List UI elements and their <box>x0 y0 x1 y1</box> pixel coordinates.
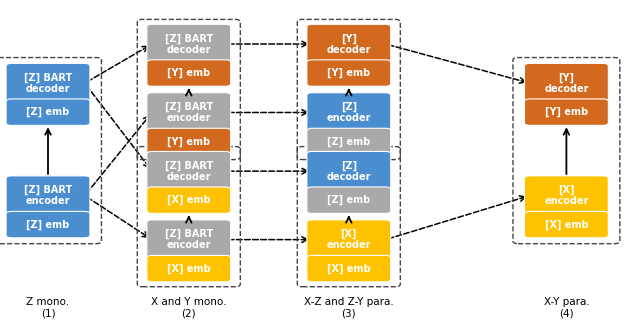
FancyBboxPatch shape <box>307 151 390 191</box>
Text: [X] emb: [X] emb <box>327 263 371 274</box>
Text: [Z] BART
decoder: [Z] BART decoder <box>24 72 72 94</box>
FancyBboxPatch shape <box>525 99 609 125</box>
Text: [Z] emb: [Z] emb <box>26 219 70 230</box>
Text: [Y] emb: [Y] emb <box>327 68 371 78</box>
Text: [Z]
decoder: [Z] decoder <box>326 160 371 182</box>
Text: Z mono.
(1): Z mono. (1) <box>26 297 70 319</box>
FancyBboxPatch shape <box>6 99 90 125</box>
FancyBboxPatch shape <box>147 151 231 191</box>
Text: [Z] BART
encoder: [Z] BART encoder <box>164 229 213 250</box>
Text: [X]
encoder: [X] encoder <box>544 185 589 206</box>
Text: [Y] emb: [Y] emb <box>167 68 211 78</box>
FancyBboxPatch shape <box>525 63 609 103</box>
FancyBboxPatch shape <box>147 256 231 282</box>
Text: [X]
encoder: [X] encoder <box>326 229 371 250</box>
FancyBboxPatch shape <box>147 24 231 64</box>
FancyBboxPatch shape <box>147 187 231 213</box>
Text: [X] emb: [X] emb <box>167 263 211 274</box>
Text: [X] emb: [X] emb <box>167 195 211 205</box>
Text: [Z] BART
encoder: [Z] BART encoder <box>24 185 72 206</box>
Text: [Y]
decoder: [Y] decoder <box>326 33 371 55</box>
FancyBboxPatch shape <box>147 128 231 155</box>
Text: X-Y para.
(4): X-Y para. (4) <box>543 297 589 319</box>
FancyBboxPatch shape <box>307 128 390 155</box>
Text: [Z] emb: [Z] emb <box>327 136 371 147</box>
FancyBboxPatch shape <box>147 60 231 86</box>
Text: [Z] emb: [Z] emb <box>26 107 70 117</box>
FancyBboxPatch shape <box>307 187 390 213</box>
Text: [Z] BART
decoder: [Z] BART decoder <box>164 33 213 55</box>
Text: [Y] emb: [Y] emb <box>167 136 211 147</box>
FancyBboxPatch shape <box>307 93 390 132</box>
FancyBboxPatch shape <box>307 256 390 282</box>
Text: X and Y mono.
(2): X and Y mono. (2) <box>151 297 227 319</box>
Text: [Z] emb: [Z] emb <box>327 195 371 205</box>
Text: [Y]
decoder: [Y] decoder <box>544 72 589 94</box>
FancyBboxPatch shape <box>307 60 390 86</box>
FancyBboxPatch shape <box>307 220 390 259</box>
FancyBboxPatch shape <box>6 63 90 103</box>
Text: [Y] emb: [Y] emb <box>545 107 588 117</box>
FancyBboxPatch shape <box>147 220 231 259</box>
FancyBboxPatch shape <box>307 24 390 64</box>
Text: [Z] BART
decoder: [Z] BART decoder <box>164 160 213 182</box>
Text: [Z]
encoder: [Z] encoder <box>326 102 371 123</box>
FancyBboxPatch shape <box>6 176 90 215</box>
Text: [X] emb: [X] emb <box>545 219 588 230</box>
FancyBboxPatch shape <box>525 211 609 238</box>
FancyBboxPatch shape <box>525 176 609 215</box>
FancyBboxPatch shape <box>6 211 90 238</box>
Text: [Z] BART
encoder: [Z] BART encoder <box>164 102 213 123</box>
FancyBboxPatch shape <box>147 93 231 132</box>
Text: X-Z and Z-Y para.
(3): X-Z and Z-Y para. (3) <box>304 297 394 319</box>
